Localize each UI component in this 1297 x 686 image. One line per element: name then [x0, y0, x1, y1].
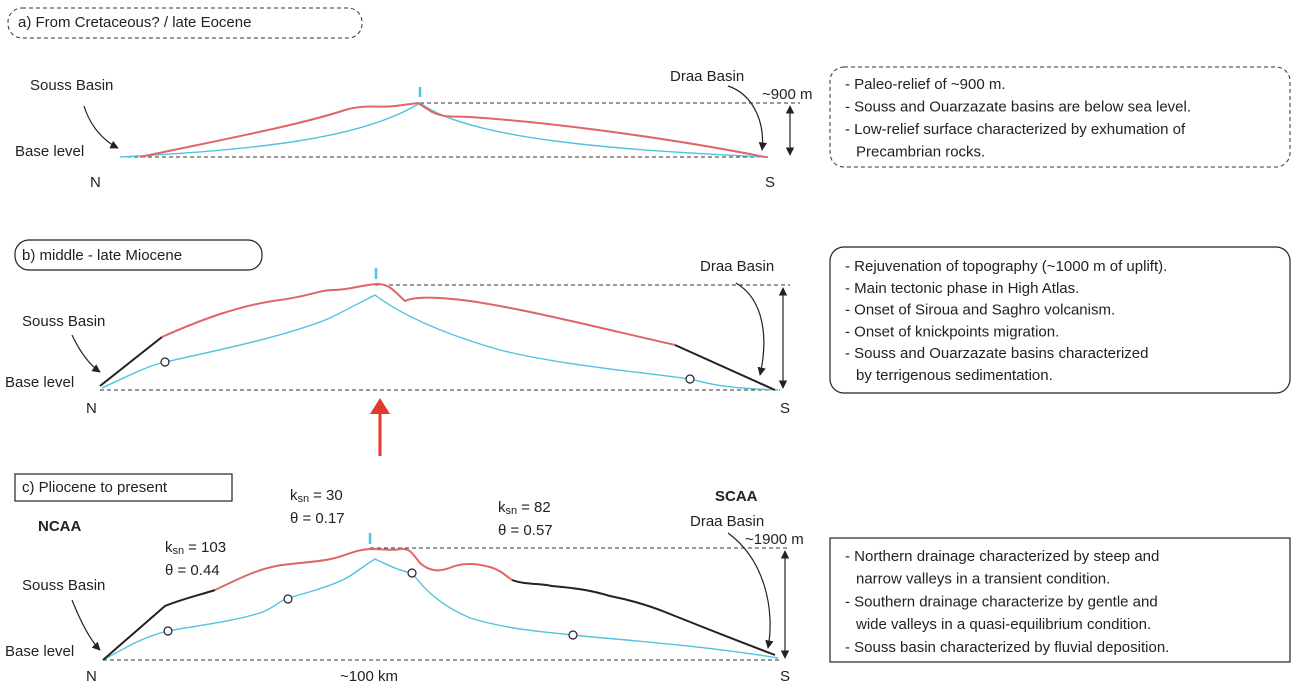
basin-label: Souss Basin — [22, 313, 105, 330]
knickzone — [674, 344, 776, 391]
notes: - Rejuvenation of topography (~1000 m of… — [845, 258, 1167, 384]
south-label: S — [765, 174, 775, 191]
river-profile — [119, 102, 766, 158]
subscript: sn — [173, 545, 185, 557]
pointer — [727, 85, 768, 151]
distance-label: ~100 km — [340, 668, 398, 685]
ksn-label: ksn = 30 — [290, 487, 343, 505]
region-label: SCAA — [715, 488, 758, 505]
note-line: - Low-relief surface characterized by ex… — [845, 121, 1186, 138]
theta-label: θ = 0.57 — [498, 522, 553, 539]
note-line: - Paleo-relief of ~900 m. — [845, 76, 1006, 93]
topography-profile — [161, 282, 676, 346]
basin-label: Draa Basin — [670, 68, 744, 85]
region-label: NCAA — [38, 518, 81, 535]
relief-label: ~900 m — [762, 86, 812, 103]
pointer — [735, 282, 766, 376]
pointer — [71, 334, 101, 373]
note-line: - Southern drainage characterize by gent… — [845, 593, 1158, 610]
panel-a: a) From Cretaceous? / late Eocene ~900 m… — [7, 7, 1291, 191]
note-line: - Main tectonic phase in High Atlas. — [845, 280, 1079, 297]
note-line: Precambrian rocks. — [856, 143, 985, 160]
note-line: by terrigenous sedimentation. — [856, 367, 1053, 384]
theta-label: θ = 0.17 — [290, 510, 345, 527]
note-line: - Souss basin characterized by fluvial d… — [845, 639, 1169, 656]
note-line: - Northern drainage characterized by ste… — [845, 548, 1159, 565]
ksn-label: ksn = 103 — [165, 539, 226, 557]
value: = 82 — [521, 499, 551, 516]
knickpoint — [283, 594, 293, 604]
north-label: N — [86, 400, 97, 417]
basin-label: Draa Basin — [700, 258, 774, 275]
basin-label: Souss Basin — [30, 77, 113, 94]
relief-label: ~1900 m — [745, 531, 804, 548]
panel-c: c) Pliocene to present NCAA SCAA ksn = 10… — [5, 473, 1291, 685]
notes-box — [829, 246, 1291, 394]
symbol: k — [290, 487, 298, 504]
knickpoint — [160, 357, 170, 367]
knickpoint — [568, 630, 578, 640]
symbol: k — [165, 539, 173, 556]
note-line: - Onset of Siroua and Saghro volcanism. — [845, 302, 1115, 319]
title-box — [14, 239, 263, 271]
symbol: k — [498, 499, 506, 516]
knickpoint — [407, 568, 417, 578]
title-box — [7, 7, 363, 39]
base-level-label: Base level — [15, 143, 84, 160]
value: = 103 — [188, 539, 226, 556]
knickpoint — [685, 374, 695, 384]
pointer — [727, 532, 774, 649]
base-level-label: Base level — [5, 643, 74, 660]
pointer — [71, 599, 101, 651]
topography-profile — [214, 547, 513, 591]
uplift-arrowhead — [370, 398, 390, 414]
notes: - Paleo-relief of ~900 m. - Souss and Oua… — [845, 76, 1191, 161]
subscript: sn — [506, 505, 518, 517]
notes-box — [829, 537, 1291, 663]
base-level-label: Base level — [5, 374, 74, 391]
knickzone — [102, 589, 216, 661]
pointer — [83, 105, 119, 149]
subscript: sn — [298, 493, 310, 505]
south-label: S — [780, 400, 790, 417]
basin-label: Draa Basin — [690, 513, 764, 530]
note-line: - Souss and Ouarzazate basins characteri… — [845, 345, 1149, 362]
basin-label: Souss Basin — [22, 577, 105, 594]
value: = 30 — [313, 487, 343, 504]
note-line: wide valleys in a quasi-equilibrium cond… — [855, 616, 1151, 633]
note-line: - Souss and Ouarzazate basins are below … — [845, 98, 1191, 115]
panel-title: b) middle - late Miocene — [22, 247, 182, 264]
south-label: S — [780, 668, 790, 685]
knickpoint — [163, 626, 173, 636]
knickzone — [99, 336, 163, 387]
topography-profile — [139, 101, 766, 158]
note-line: narrow valleys in a transient condition. — [856, 571, 1110, 588]
north-label: N — [86, 668, 97, 685]
panel-b: b) middle - late Miocene Draa Basin Sous… — [5, 239, 1291, 456]
panel-title: a) From Cretaceous? / late Eocene — [18, 14, 251, 31]
river-profile — [101, 294, 779, 391]
panel-title: c) Pliocene to present — [22, 479, 168, 496]
notes: - Northern drainage characterized by ste… — [845, 548, 1169, 656]
note-line: - Rejuvenation of topography (~1000 m of… — [845, 258, 1167, 275]
theta-label: θ = 0.44 — [165, 562, 220, 579]
knickzone — [511, 579, 776, 656]
ksn-label: ksn = 82 — [498, 499, 551, 517]
title-box — [14, 473, 233, 502]
north-label: N — [90, 174, 101, 191]
note-line: - Onset of knickpoints migration. — [845, 323, 1059, 340]
notes-box — [829, 66, 1291, 168]
